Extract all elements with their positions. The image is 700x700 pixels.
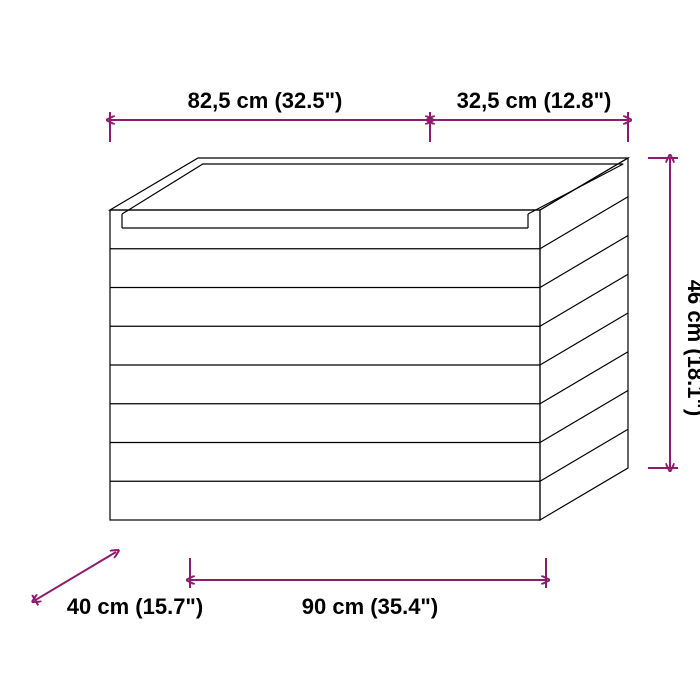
label-bottom_depth: 40 cm (15.7"): [67, 594, 203, 619]
slat-line-side: [540, 274, 628, 326]
slat-line-side: [540, 236, 628, 288]
label-top_depth: 32,5 cm (12.8"): [457, 88, 612, 113]
slat-line-side: [540, 352, 628, 404]
dim-bottom-depth: [35, 552, 116, 600]
product-drawing: [110, 158, 628, 520]
slat-line-side: [540, 429, 628, 481]
inner-rim: [122, 164, 623, 214]
label-top_width: 82,5 cm (32.5"): [188, 88, 343, 113]
slat-line-side: [540, 391, 628, 443]
dim-tick: [32, 595, 38, 605]
label-height: 46 cm (18.1"): [683, 280, 700, 416]
slat-line-side: [540, 197, 628, 249]
slat-line-side: [540, 313, 628, 365]
label-bottom_width: 90 cm (35.4"): [302, 594, 438, 619]
dimension-labels: 82,5 cm (32.5") 32,5 cm (12.8") 46 cm (18.…: [67, 88, 700, 619]
